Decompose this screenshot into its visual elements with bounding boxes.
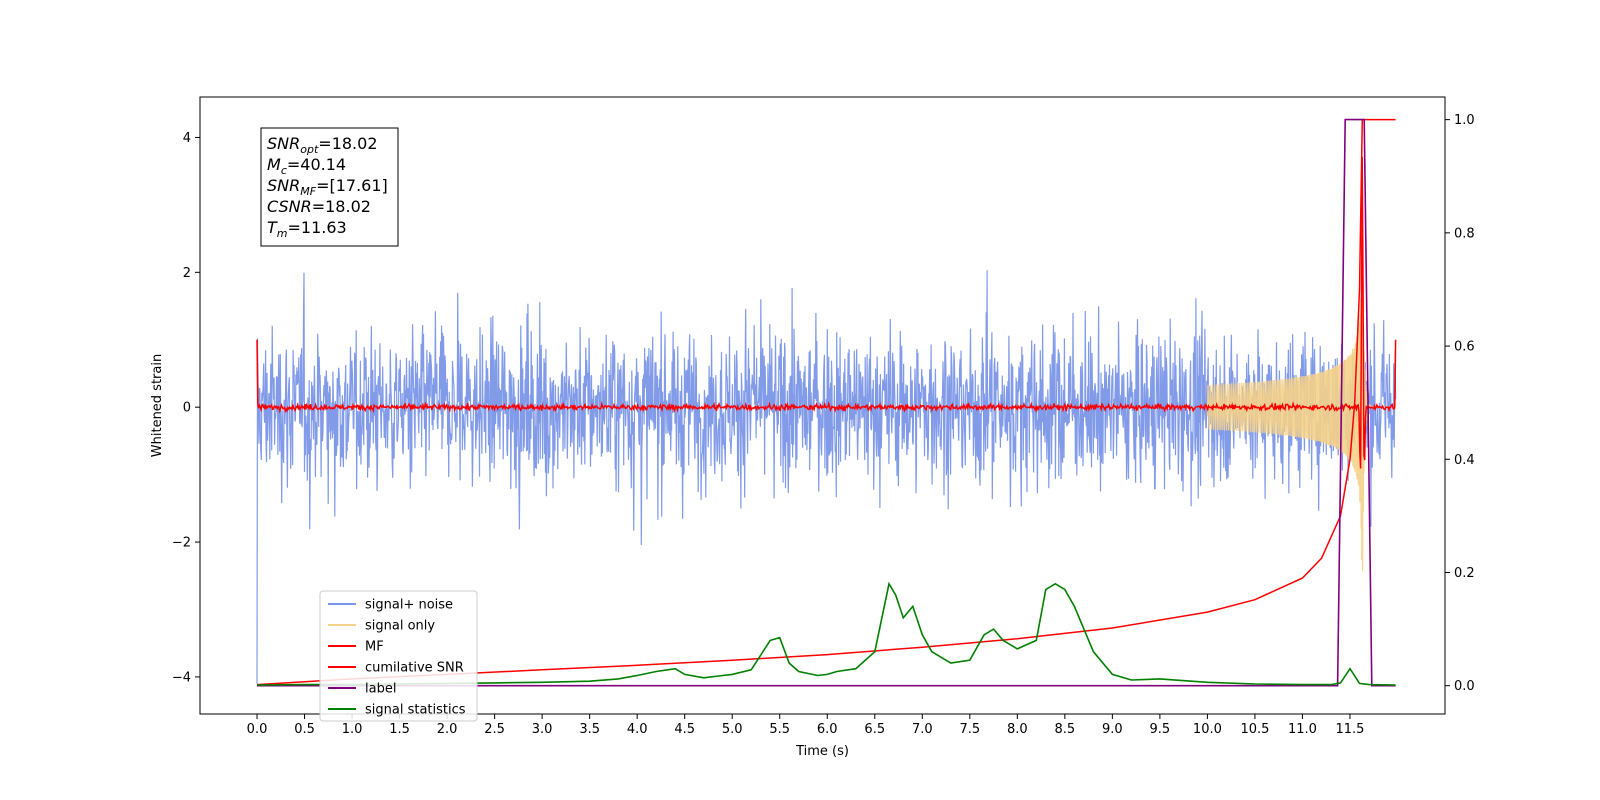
info-line: Mc=40.14: [267, 155, 346, 177]
series-layer: [256, 118, 1397, 687]
x-tick-label: 8.5: [1055, 722, 1076, 737]
legend-entry: signal only: [365, 619, 435, 634]
legend-entry: signal statistics: [365, 703, 466, 718]
x-tick-label: 5.5: [769, 722, 790, 737]
y-left-tick-label: −4: [172, 670, 191, 685]
x-tick-label: 7.5: [959, 722, 980, 737]
x-tick-label: 6.5: [864, 722, 885, 737]
legend-entry: MF: [365, 640, 384, 655]
x-tick-label: 9.0: [1102, 722, 1123, 737]
x-tick-label: 3.5: [579, 722, 600, 737]
y-right-tick-label: 0.8: [1454, 226, 1475, 241]
x-tick-label: 0.0: [247, 722, 268, 737]
series-cumulative-snr: [256, 118, 1396, 686]
x-tick-label: 8.0: [1007, 722, 1028, 737]
x-axis-label: Time (s): [795, 744, 849, 759]
y-axis-left-label: Whitened strain: [150, 354, 165, 457]
y-right-tick-label: 0.2: [1454, 566, 1475, 581]
series-label: [257, 118, 1396, 687]
x-tick-label: 11.0: [1288, 722, 1317, 737]
y-left-tick-label: −2: [172, 536, 191, 551]
legend-frame: [319, 590, 478, 722]
x-tick-label: 9.5: [1150, 722, 1171, 737]
legend-entry: signal+ noise: [365, 598, 453, 613]
x-tick-label: 2.5: [484, 722, 505, 737]
x-tick-label: 1.0: [342, 722, 363, 737]
y-axis-right: 0.0 0.2 0.4 0.6 0.8 1.0: [1445, 113, 1475, 694]
legend-entry: cumilative SNR: [365, 661, 464, 676]
x-tick-label: 6.0: [817, 722, 838, 737]
info-line: SNRopt=18.02: [267, 134, 378, 156]
x-tick-label: 3.0: [532, 722, 553, 737]
info-line: Tm=11.63: [267, 218, 347, 240]
series-signal-statistics: [256, 581, 1396, 686]
plot-frame: [199, 96, 1446, 715]
x-tick-label: 4.5: [674, 722, 695, 737]
x-axis: 0.0 0.5 1.0 1.5 2.0 2.5 3.0 3.5 4.0 4.5 5.0 5.5 6.0 6…: [247, 714, 1364, 737]
x-tick-label: 2.0: [437, 722, 458, 737]
y-left-tick-label: 2: [183, 266, 191, 281]
y-left-tick-label: 4: [183, 131, 191, 146]
series-mf: [256, 156, 1397, 469]
x-tick-label: 10.0: [1193, 722, 1222, 737]
x-tick-label: 0.5: [294, 722, 315, 737]
series-signal-only: [1206, 210, 1396, 572]
legend-entry: label: [365, 682, 396, 697]
x-tick-label: 11.5: [1335, 722, 1364, 737]
x-tick-label: 5.0: [722, 722, 743, 737]
y-right-tick-label: 0.0: [1454, 679, 1475, 694]
x-tick-label: 7.0: [912, 722, 933, 737]
y-right-tick-label: 1.0: [1454, 113, 1475, 128]
x-tick-label: 4.0: [627, 722, 648, 737]
y-right-tick-label: 0.4: [1454, 453, 1475, 468]
series-signal-noise: [256, 270, 1397, 684]
legend: signal+ noise signal only MF cumilative SNR…: [319, 590, 478, 722]
x-tick-label: 1.5: [389, 722, 410, 737]
y-right-tick-label: 0.6: [1454, 340, 1475, 355]
info-line: SNRMF=[17.61]: [267, 176, 388, 198]
info-box-frame: [260, 127, 399, 247]
info-box: SNRopt=18.02Mc=40.14SNRMF=[17.61]CSNR=18…: [260, 127, 399, 247]
y-left-tick-label: 0: [183, 401, 191, 416]
y-axis-left: −4 −2 0 2 4: [172, 131, 200, 685]
info-line: CSNR=18.02: [267, 197, 371, 216]
x-tick-label: 10.5: [1240, 722, 1269, 737]
